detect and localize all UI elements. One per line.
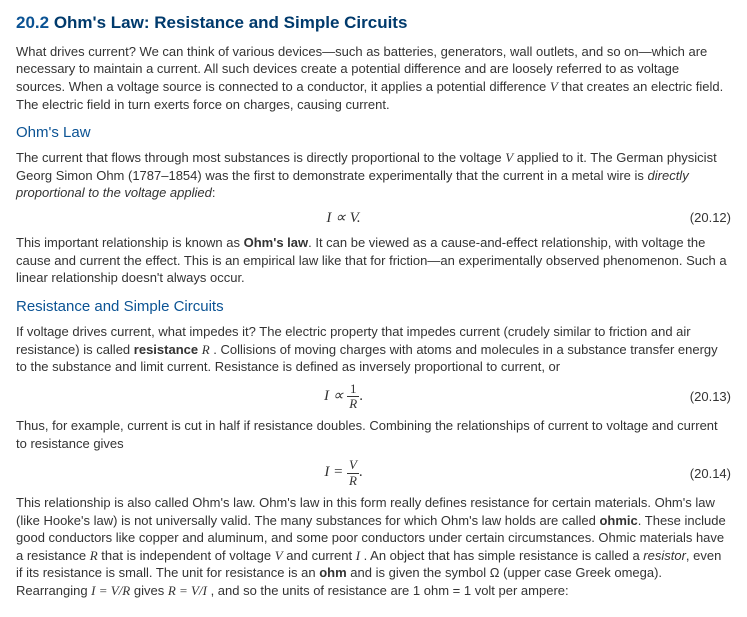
text: . An object that has simple resistance i…	[360, 548, 643, 563]
equation-inline: I = V/R	[91, 583, 130, 598]
equation-row-20-14: I = V R . (20.14)	[16, 458, 731, 488]
text: This important relationship is known as	[16, 235, 244, 250]
section-number: 20.2	[16, 13, 49, 32]
resistance-paragraph-1: If voltage drives current, what impedes …	[16, 323, 731, 376]
variable-R: R	[202, 342, 210, 357]
ohms-law-paragraph-1: The current that flows through most subs…	[16, 149, 731, 202]
text: that is independent of voltage	[98, 548, 275, 563]
text: The current that flows through most subs…	[16, 150, 505, 165]
equation-number: (20.13)	[671, 388, 731, 406]
subheading-resistance: Resistance and Simple Circuits	[16, 297, 731, 317]
bold-ohmic: ohmic	[599, 513, 637, 528]
fraction-top: V	[347, 458, 359, 473]
bold-ohms-law: Ohm's law	[244, 235, 309, 250]
fraction: V R	[347, 458, 359, 488]
italic-resistor: resistor	[643, 548, 686, 563]
text: , and so the units of resistance are 1 o…	[207, 583, 569, 598]
fraction-bottom: R	[347, 397, 359, 411]
fraction: 1 R	[347, 382, 359, 412]
equation-body: I ∝ V.	[16, 208, 671, 228]
bold-ohm: ohm	[319, 565, 346, 580]
equation-body: I = V R .	[16, 458, 671, 488]
equation-inline: R = V/I	[168, 583, 207, 598]
period: .	[359, 388, 363, 404]
text: gives	[130, 583, 168, 598]
bold-resistance: resistance	[134, 342, 198, 357]
text: and current	[283, 548, 356, 563]
omega-symbol: Ω	[490, 565, 500, 580]
section-title-text: Ohm's Law: Resistance and Simple Circuit…	[54, 13, 408, 32]
equation-row-20-13: I ∝ 1 R . (20.13)	[16, 382, 731, 412]
equation-text: I ∝ V.	[326, 210, 360, 226]
resistance-paragraph-3: This relationship is also called Ohm's l…	[16, 494, 731, 599]
equation-row-20-12: I ∝ V. (20.12)	[16, 208, 731, 228]
equation-number: (20.14)	[671, 465, 731, 483]
fraction-top: 1	[347, 382, 359, 397]
subheading-ohms-law: Ohm's Law	[16, 123, 731, 143]
equation-number: (20.12)	[671, 209, 731, 227]
ohms-law-paragraph-2: This important relationship is known as …	[16, 234, 731, 287]
equation-body: I ∝ 1 R .	[16, 382, 671, 412]
variable-V: V	[550, 79, 558, 94]
equation-left: I ∝	[324, 388, 343, 404]
section-title: 20.2 Ohm's Law: Resistance and Simple Ci…	[16, 12, 731, 35]
equation-left: I =	[324, 465, 343, 481]
variable-V: V	[275, 548, 283, 563]
text: :	[212, 185, 216, 200]
intro-paragraph: What drives current? We can think of var…	[16, 43, 731, 113]
period: .	[359, 465, 363, 481]
resistance-paragraph-2: Thus, for example, current is cut in hal…	[16, 417, 731, 452]
variable-V: V	[505, 150, 513, 165]
fraction-bottom: R	[347, 474, 359, 488]
text: and is given the symbol	[347, 565, 490, 580]
variable-R: R	[90, 548, 98, 563]
